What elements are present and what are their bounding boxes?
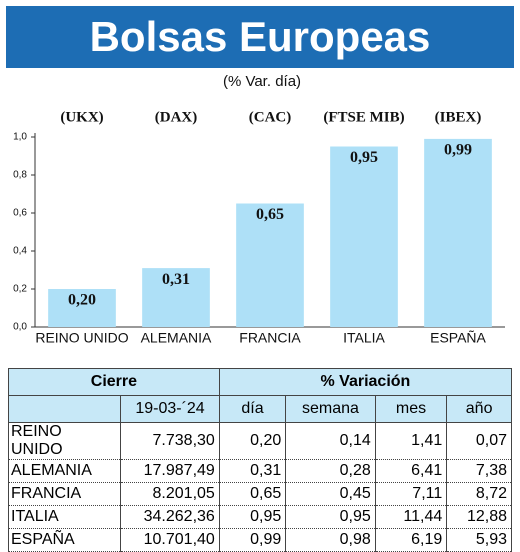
value-label: 0,95	[350, 149, 378, 166]
table-cell: 6,41	[374, 459, 448, 483]
table-cell: 0,20	[218, 422, 287, 460]
bar	[48, 289, 116, 327]
y-tick-label: 0,6	[13, 208, 27, 219]
value-label: 0,20	[68, 292, 96, 309]
table-row: REINO UNIDO 7.738,30 0,20 0,14 1,41 0,07	[7, 422, 512, 460]
table-row: FRANCIA 8.201,05 0,65 0,45 7,11 8,72	[7, 482, 512, 506]
y-tick-label: 0,0	[13, 322, 27, 333]
table-cell: 0,65	[218, 482, 287, 506]
table-cell: 10.701,40	[120, 528, 220, 552]
subheader-cell: día	[218, 395, 287, 423]
table-cell: 0,95	[218, 505, 287, 529]
value-label: 0,65	[256, 206, 284, 223]
y-tick-label: 0,4	[13, 246, 27, 257]
table-cell: REINO UNIDO	[7, 422, 122, 460]
index-label: (UKX)	[60, 109, 103, 125]
x-tick-label: ITALIA	[343, 330, 385, 346]
bar	[236, 203, 304, 327]
subheader-cell: año	[446, 395, 512, 423]
x-tick-label: ESPAÑA	[430, 330, 486, 346]
header-cell: Cierre	[8, 368, 220, 396]
data-table: Cierre% Variación 19-03-´24 día semana mes añ…	[7, 368, 513, 552]
y-tick-label: 1,0	[13, 132, 27, 143]
table-cell: 8,72	[446, 482, 512, 506]
x-tick-label: REINO UNIDO	[35, 330, 128, 346]
chart: (% Var. día) 0,0 0,2 0,4 0,6 0,8 1,0 REINO UNI…	[13, 73, 505, 346]
index-label: (FTSE MIB)	[323, 109, 404, 125]
table-cell: 1,41	[374, 422, 448, 460]
bar	[424, 138, 492, 327]
table-cell: 8.201,05	[120, 482, 220, 506]
table-cell: 12,88	[446, 505, 512, 529]
table-cell: 7,38	[446, 459, 512, 483]
y-tick-label: 0,8	[13, 170, 27, 181]
table-row: ESPAÑA 10.701,40 0,99 0,98 6,19 5,93	[7, 528, 512, 552]
subheader-cell: mes	[374, 395, 448, 423]
y-tick-label: 0,2	[13, 284, 27, 295]
x-tick-label: FRANCIA	[239, 330, 301, 346]
table-cell: 11,44	[374, 505, 448, 529]
chart-subtitle: (% Var. día)	[223, 73, 301, 90]
header-row: Cierre% Variación	[8, 368, 513, 396]
x-tick-label: ALEMANIA	[141, 330, 212, 346]
table-cell: 0,99	[218, 528, 287, 552]
table-cell: 0,14	[285, 422, 376, 460]
bar	[330, 146, 398, 327]
value-label: 0,31	[162, 271, 190, 288]
chart-title: Bolsas Europeas	[6, 6, 514, 68]
table-cell: 7.738,30	[120, 422, 220, 460]
table-cell: 17.987,49	[120, 459, 220, 483]
table-row: ALEMANIA 17.987,49 0,31 0,28 6,41 7,38	[7, 459, 512, 483]
table-cell: 0,95	[285, 505, 376, 529]
table-cell: 0,45	[285, 482, 376, 506]
table-cell: 5,93	[446, 528, 512, 552]
index-label: (DAX)	[155, 109, 198, 125]
index-label: (IBEX)	[435, 109, 482, 125]
subheader-cell: semana	[285, 395, 376, 423]
table-cell: 34.262,36	[120, 505, 220, 529]
bar	[142, 268, 210, 327]
table-cell: ITALIA	[7, 505, 122, 529]
table-cell: 0,31	[218, 459, 287, 483]
table-cell: 0,98	[285, 528, 376, 552]
index-label: (CAC)	[249, 109, 292, 125]
header-cell	[7, 395, 122, 423]
table-cell: 0,07	[446, 422, 512, 460]
table-cell: 0,28	[285, 459, 376, 483]
subheader-row: 19-03-´24 día semana mes año	[7, 395, 512, 423]
table-row: ITALIA 34.262,36 0,95 0,95 11,44 12,88	[7, 505, 512, 529]
value-label: 0,99	[444, 142, 472, 159]
table-cell: ALEMANIA	[7, 459, 122, 483]
table-cell: 7,11	[374, 482, 448, 506]
header-cell: % Variación	[218, 368, 513, 396]
subheader-cell: 19-03-´24	[120, 395, 220, 423]
table-cell: 6,19	[374, 528, 448, 552]
table-cell: FRANCIA	[7, 482, 122, 506]
table-cell: ESPAÑA	[7, 528, 122, 552]
